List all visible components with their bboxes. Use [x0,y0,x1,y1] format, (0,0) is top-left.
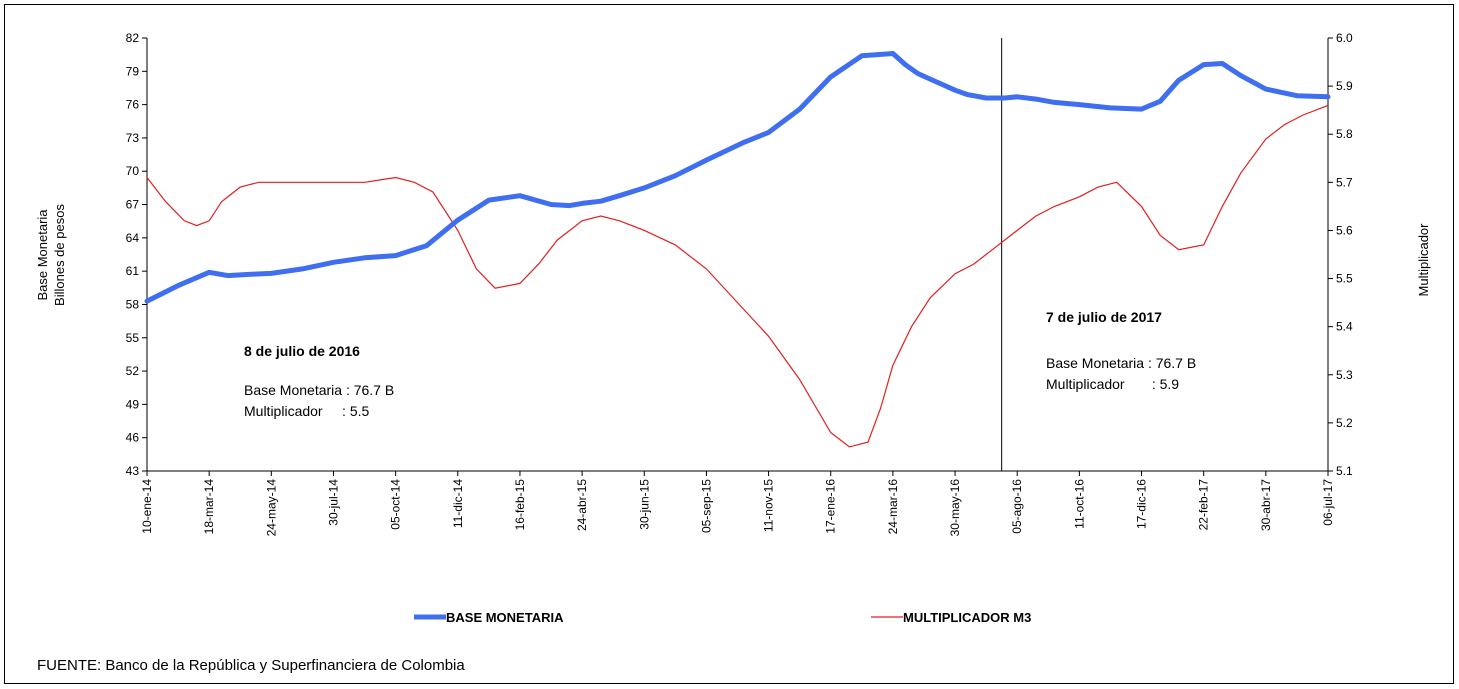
x-tick-label: 10-ene-14 [140,479,154,534]
x-tick-label: 24-abr-15 [575,479,589,531]
y-left-label-line2: Billones de pesos [52,204,67,306]
y-left-tick-label: 55 [126,331,140,345]
annotation-2016: 8 de julio de 2016 Base Monetaria : 76.7… [244,343,394,419]
x-tick-label: 30-jun-15 [637,479,651,530]
annotation-2016-line1: Base Monetaria : 76.7 B [244,382,394,398]
y-left-tick-label: 46 [126,431,140,445]
y-left-tick-label: 70 [126,164,140,178]
x-tick-label: 30-may-16 [948,479,962,537]
x-ticks: 10-ene-14 18-mar-14 24-may-14 30-jul-14 05-o… [140,471,1335,536]
y-left-tick-label: 58 [126,297,140,311]
y-left-tick-label: 43 [126,464,140,478]
y-left-tick-label: 73 [126,131,140,145]
annotation-2017-line2: Multiplicador : 5.9 [1046,376,1179,392]
y-left-tick-label: 49 [126,397,140,411]
y-right-tick-label: 5.7 [1336,175,1353,189]
y-left-tick-label: 52 [126,364,140,378]
y-right-tick-label: 5.2 [1336,416,1353,430]
x-tick-label: 24-mar-16 [886,479,900,535]
y-right-ticks: 6.0 5.9 5.8 5.7 5.6 5.5 5.4 5.3 5.2 5.1 [1328,31,1353,478]
x-tick-label: 30-abr-17 [1259,479,1273,531]
x-tick-label: 17-ene-16 [824,479,838,534]
x-tick-label: 17-dic-16 [1135,479,1149,529]
y-right-tick-label: 5.3 [1336,368,1353,382]
legend: BASE MONETARIA MULTIPLICADOR M3 [414,610,1031,625]
x-tick-label: 11-nov-15 [762,479,776,532]
x-tick-label: 05-oct-14 [389,479,403,530]
x-tick-label: 05-ago-16 [1010,479,1024,534]
annotation-2016-title: 8 de julio de 2016 [244,343,360,359]
y-left-tick-label: 67 [126,198,140,212]
x-tick-label: 24-may-14 [264,479,278,537]
x-tick-label: 30-jul-14 [326,479,340,526]
y-right-label: Multiplicador [1416,223,1431,297]
y-left-tick-label: 61 [126,264,140,278]
x-tick-label: 06-jul-17 [1321,479,1335,526]
annotation-2017-title: 7 de julio de 2017 [1046,309,1162,325]
source-note: FUENTE: Banco de la República y Superfin… [37,657,465,674]
y-left-tick-label: 79 [126,64,140,78]
annotation-2017-line1: Base Monetaria : 76.7 B [1046,355,1196,371]
y-left-label-line1: Base Monetaria [35,209,50,301]
x-tick-label: 11-oct-16 [1072,479,1086,529]
chart-frame [4,4,1454,684]
annotation-2017: 7 de julio de 2017 Base Monetaria : 76.7… [1046,309,1196,392]
y-right-tick-label: 6.0 [1336,31,1353,45]
y-right-tick-label: 5.1 [1336,464,1353,478]
legend-label-base-monetaria: BASE MONETARIA [446,610,564,625]
y-right-tick-label: 5.9 [1336,79,1353,93]
series-line-base-monetaria [144,51,1331,304]
y-left-ticks: 82 79 76 73 70 67 64 61 58 55 52 49 46 43 [126,31,147,478]
y-right-tick-label: 5.4 [1336,320,1353,334]
series-line-multiplicador-m3 [146,104,1329,448]
annotation-2016-line2: Multiplicador : 5.5 [244,403,369,419]
y-right-tick-label: 5.6 [1336,223,1353,237]
y-left-tick-label: 64 [126,231,140,245]
x-tick-label: 05-sep-15 [699,479,713,533]
y-right-tick-label: 5.5 [1336,272,1353,286]
x-tick-label: 22-feb-17 [1197,479,1211,531]
x-tick-label: 16-feb-15 [513,479,527,531]
y-left-tick-label: 82 [126,31,140,45]
y-right-tick-label: 5.8 [1336,127,1353,141]
x-tick-label: 11-dic-14 [451,479,465,528]
plot-area: 82 79 76 73 70 67 64 61 58 55 52 49 46 43 6.0 5.9 5.8 5.… [126,31,1353,536]
legend-label-multiplicador: MULTIPLICADOR M3 [903,610,1031,625]
y-left-tick-label: 76 [126,98,140,112]
x-tick-label: 18-mar-14 [202,479,216,535]
